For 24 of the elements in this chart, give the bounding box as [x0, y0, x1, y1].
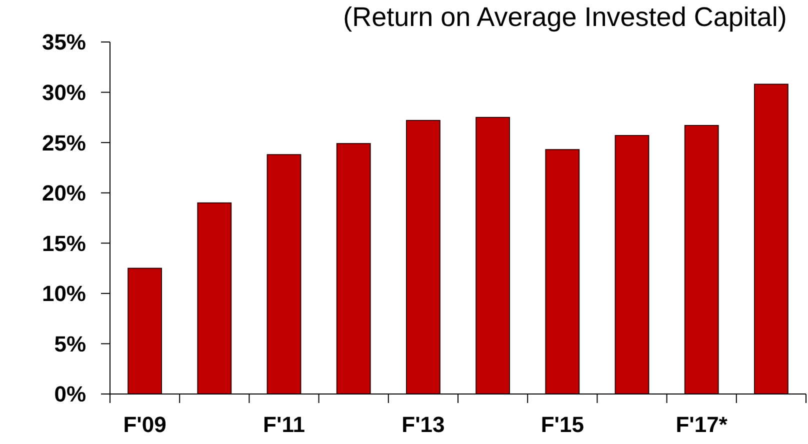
y-tick-label: 5% — [54, 331, 86, 356]
y-tick-label: 35% — [42, 30, 86, 55]
y-tick-label: 10% — [42, 281, 86, 306]
bar — [476, 116, 510, 394]
bar — [754, 84, 788, 394]
bar — [614, 135, 650, 394]
x-tick-label: F'09 — [123, 412, 166, 437]
y-tick-label: 20% — [42, 180, 86, 206]
chart-title: (Return on Average Invested Capital) — [343, 2, 787, 32]
bar — [684, 124, 719, 394]
y-tick-label: 0% — [54, 382, 86, 407]
x-tick-label: F'15 — [540, 412, 584, 437]
bar — [266, 154, 302, 394]
y-tick-label: 25% — [42, 130, 86, 156]
bar — [128, 268, 162, 394]
bar — [545, 149, 580, 394]
y-tick-label: 30% — [42, 80, 86, 105]
x-tick-label: F'13 — [402, 412, 445, 437]
bar — [197, 202, 232, 394]
bar — [336, 143, 371, 394]
x-tick-label: F'17* — [676, 412, 728, 437]
x-tick-label: F'11 — [263, 412, 305, 437]
bar — [406, 120, 440, 394]
y-tick-label: 15% — [42, 230, 86, 256]
